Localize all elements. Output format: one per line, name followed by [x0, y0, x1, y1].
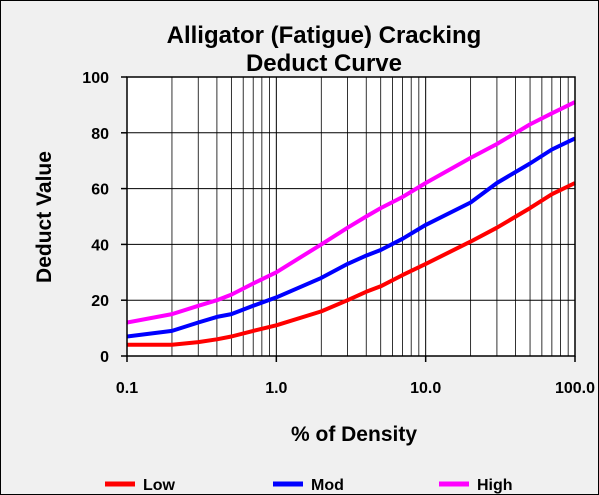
- plot-border: [126, 76, 576, 357]
- legend-label-high: High: [477, 477, 513, 494]
- y-tick-label: 60: [91, 182, 109, 199]
- chart-subtitle: Deduct Curve: [246, 50, 402, 77]
- tick-layer: 0.1 1.0 10.0 100.0 0 20 40 60 80 100: [82, 70, 595, 397]
- plot-area: [127, 77, 575, 356]
- y-tick-label: 20: [91, 293, 109, 310]
- series-line-high: [126, 100, 576, 325]
- x-tick-label: 10.0: [410, 380, 441, 397]
- y-axis-label: Deduct Value: [33, 151, 56, 283]
- y-tick-label: 100: [82, 70, 109, 87]
- x-tick-label: 100.0: [555, 380, 595, 397]
- x-tick-label: 0.1: [116, 380, 138, 397]
- y-tick-label: 40: [91, 237, 109, 254]
- legend-label-mod: Mod: [311, 477, 344, 494]
- x-axis-label: % of Density: [291, 423, 417, 446]
- legend-label-low: Low: [143, 477, 176, 494]
- series-line-low: [127, 181, 576, 347]
- y-tick-label: 80: [91, 126, 109, 143]
- series-line-mod: [126, 136, 576, 339]
- chart-title: Alligator (Fatigue) Cracking: [167, 22, 482, 49]
- series-layer: [126, 100, 576, 347]
- x-tick-label: 1.0: [265, 380, 287, 397]
- y-tick-label: 0: [100, 349, 109, 366]
- legend: Low Mod High: [105, 477, 513, 494]
